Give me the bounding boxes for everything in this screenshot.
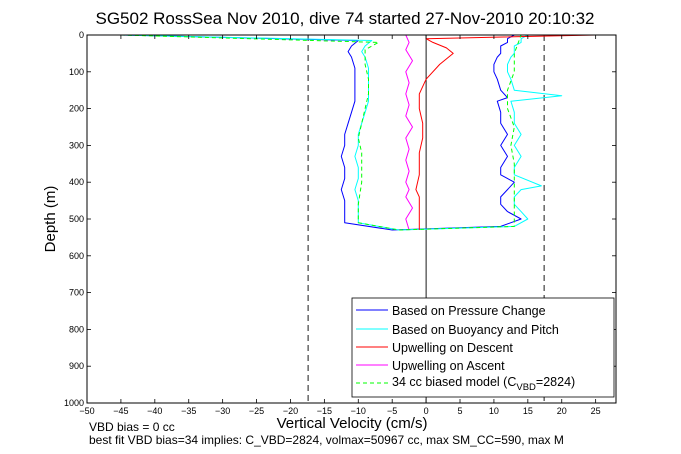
legend-entry-upwelling-ascent: Upwelling on Ascent (356, 359, 505, 373)
x-tick-label: −15 (317, 406, 332, 416)
best-fit-note: best fit VBD bias=34 implies: C_VBD=2824… (89, 433, 564, 447)
series-line-upwelling-descent (415, 34, 596, 230)
series-line-buoyancy-pitch (120, 34, 563, 231)
y-tick-label: 600 (69, 251, 84, 261)
legend-entry-biased-model: 34 cc biased model (CVBD=2824) (356, 375, 575, 393)
vbd-bias-note: VBD bias = 0 cc (89, 420, 175, 434)
x-tick-label: 10 (489, 406, 499, 416)
y-tick-label: 300 (69, 140, 84, 150)
y-tick-label: 700 (69, 288, 84, 298)
legend-label-upwelling-ascent: Upwelling on Ascent (392, 359, 505, 373)
legend-label-buoyancy-pitch: Based on Buoyancy and Pitch (392, 323, 559, 337)
x-tick-label: 20 (557, 406, 567, 416)
x-axis-label: Vertical Velocity (cm/s) (277, 415, 428, 432)
x-tick-label: 0 (424, 406, 429, 416)
x-tick-label: −45 (113, 406, 128, 416)
legend-entry-buoyancy-pitch: Based on Buoyancy and Pitch (356, 323, 559, 337)
x-tick-label: −10 (351, 406, 366, 416)
y-tick-label: 900 (69, 361, 84, 371)
x-tick-label: −25 (249, 406, 264, 416)
x-tick-label: 5 (458, 406, 463, 416)
y-tick-label: 400 (69, 177, 84, 187)
x-tick-label: −40 (147, 406, 162, 416)
y-tick-label: 800 (69, 324, 84, 334)
x-tick-label: 25 (591, 406, 601, 416)
x-tick-label: 15 (523, 406, 533, 416)
x-tick-label: −50 (79, 406, 94, 416)
axis-ticks: −50 −45 −40 −35 −30 −25 −20 −15 −10 −5 0 5 10 15 20 250… (64, 30, 616, 416)
legend-label-upwelling-descent: Upwelling on Descent (392, 341, 513, 355)
legend-label-pressure-change: Based on Pressure Change (392, 304, 546, 318)
y-tick-label: 200 (69, 104, 84, 114)
y-tick-label: 0 (79, 30, 84, 40)
y-tick-label: 1000 (64, 398, 84, 408)
x-tick-label: −20 (283, 406, 298, 416)
legend-entry-pressure-change: Based on Pressure Change (356, 304, 546, 318)
y-tick-label: 100 (69, 67, 84, 77)
series-line-biased-model (120, 34, 522, 231)
x-tick-label: −35 (181, 406, 196, 416)
x-tick-label: −30 (215, 406, 230, 416)
series-line-upwelling-ascent (405, 34, 413, 231)
y-tick-label: 500 (69, 214, 84, 224)
legend-box (351, 297, 615, 398)
series-line-pressure-change (120, 34, 522, 231)
legend-entry-upwelling-descent: Upwelling on Descent (356, 341, 513, 355)
chart-title: SG502 RossSea Nov 2010, dive 74 started … (96, 9, 595, 28)
y-axis-label: Depth (m) (42, 186, 59, 253)
x-tick-label: −5 (387, 406, 397, 416)
legend: Based on Pressure Change Based on Buoyan… (351, 297, 615, 398)
legend-label-biased-model: 34 cc biased model (CVBD=2824) (392, 375, 575, 393)
